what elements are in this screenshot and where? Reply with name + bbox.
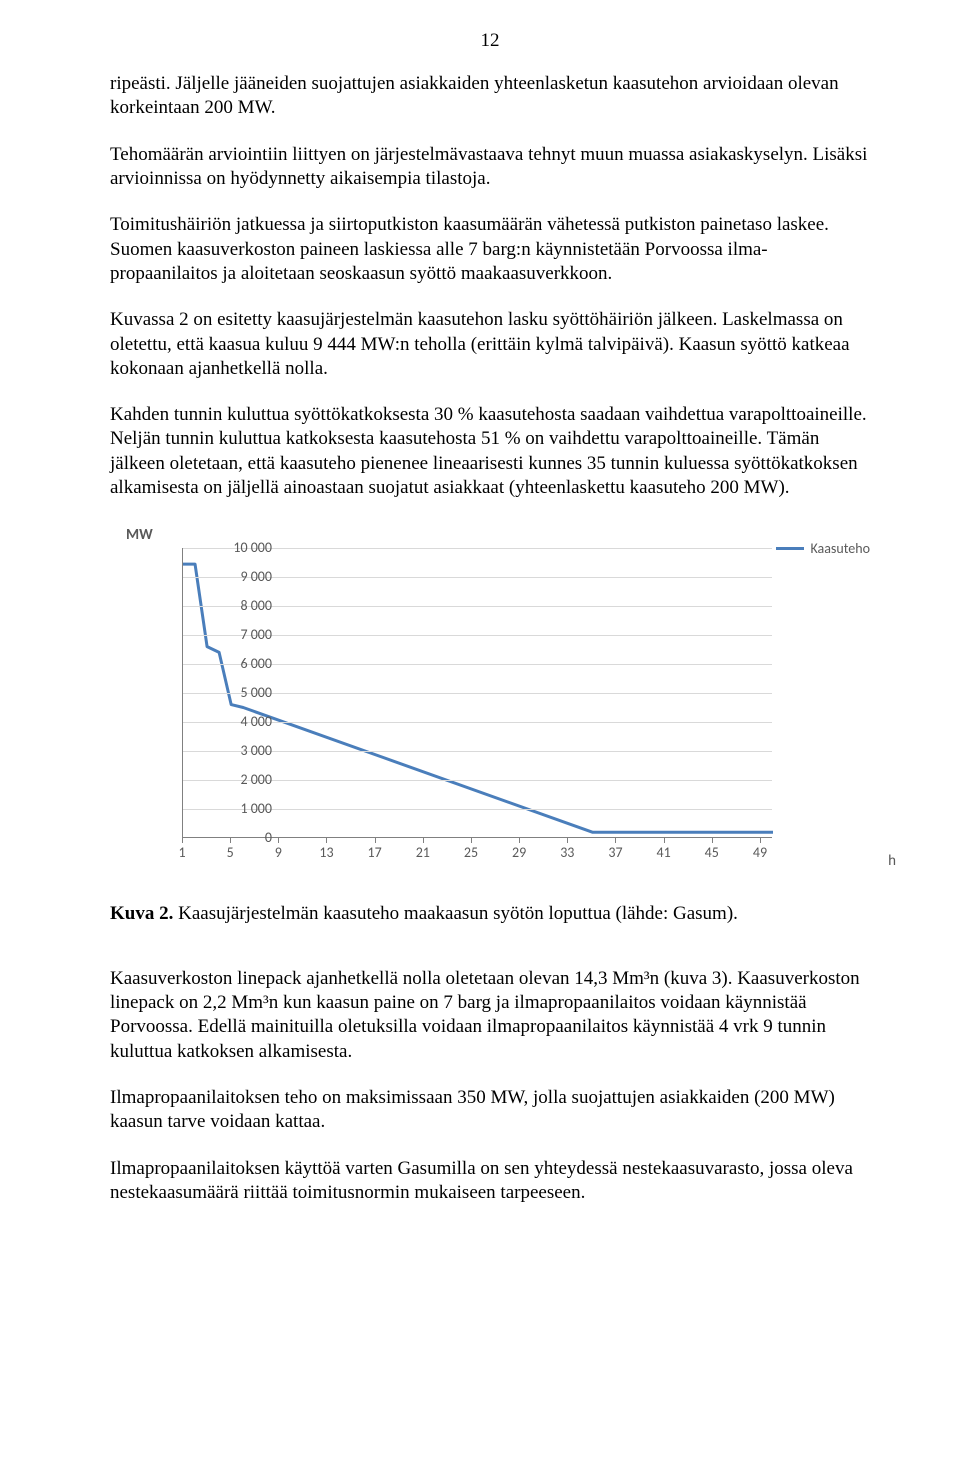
y-tick-label: 2 000 xyxy=(212,771,272,788)
chart-legend: Kaasuteho xyxy=(776,540,870,557)
paragraph-3: Toimitushäiriön jatkuessa ja siirtoputki… xyxy=(110,213,870,286)
paragraph-2: Tehomäärän arviointiin liittyen on järje… xyxy=(110,143,870,192)
legend-line-icon xyxy=(776,547,804,550)
x-tick-mark xyxy=(230,838,231,843)
x-tick-mark xyxy=(712,838,713,843)
x-tick-label: 41 xyxy=(649,844,679,861)
y-tick-label: 5 000 xyxy=(212,684,272,701)
y-axis-label: MW xyxy=(126,526,153,544)
x-tick-label: 45 xyxy=(697,844,727,861)
paragraph-8: Ilmapropaanilaitoksen käyttöä varten Gas… xyxy=(110,1157,870,1206)
paragraph-6: Kaasuverkoston linepack ajanhetkellä nol… xyxy=(110,967,870,1064)
x-tick-mark xyxy=(326,838,327,843)
paragraph-1: ripeästi. Jäljelle jääneiden suojattujen… xyxy=(110,72,870,121)
y-tick-label: 1 000 xyxy=(212,800,272,817)
x-axis-unit: h xyxy=(888,852,896,870)
x-tick-mark xyxy=(375,838,376,843)
figure-caption: Kuva 2. Kaasujärjestelmän kaasuteho maak… xyxy=(110,902,870,926)
x-tick-label: 21 xyxy=(408,844,438,861)
x-tick-label: 5 xyxy=(215,844,245,861)
y-tick-label: 8 000 xyxy=(212,597,272,614)
y-tick-label: 10 000 xyxy=(212,539,272,556)
x-tick-mark xyxy=(664,838,665,843)
x-tick-mark xyxy=(760,838,761,843)
x-tick-mark xyxy=(471,838,472,843)
y-tick-label: 7 000 xyxy=(212,626,272,643)
x-tick-label: 33 xyxy=(552,844,582,861)
x-tick-mark xyxy=(182,838,183,843)
paragraph-4: Kuvassa 2 on esitetty kaasujärjestelmän … xyxy=(110,308,870,381)
x-tick-label: 49 xyxy=(745,844,775,861)
x-tick-label: 37 xyxy=(600,844,630,861)
y-tick-label: 9 000 xyxy=(212,568,272,585)
document-page: 12 ripeästi. Jäljelle jääneiden suojattu… xyxy=(0,0,960,1267)
x-tick-mark xyxy=(567,838,568,843)
x-tick-mark xyxy=(278,838,279,843)
y-tick-label: 4 000 xyxy=(212,713,272,730)
y-tick-label: 6 000 xyxy=(212,655,272,672)
x-tick-label: 17 xyxy=(360,844,390,861)
x-tick-mark xyxy=(615,838,616,843)
page-number: 12 xyxy=(110,30,870,52)
y-tick-label: 3 000 xyxy=(212,742,272,759)
chart-container: MW Kaasuteho h 01 0002 0003 0004 0005 00… xyxy=(110,530,870,880)
x-tick-mark xyxy=(519,838,520,843)
caption-text: Kaasujärjestelmän kaasuteho maakaasun sy… xyxy=(173,903,738,924)
x-tick-label: 1 xyxy=(167,844,197,861)
x-tick-label: 9 xyxy=(263,844,293,861)
x-tick-label: 25 xyxy=(456,844,486,861)
x-tick-label: 29 xyxy=(504,844,534,861)
caption-label: Kuva 2. xyxy=(110,903,173,924)
legend-label: Kaasuteho xyxy=(810,540,870,557)
chart: MW Kaasuteho h 01 0002 0003 0004 0005 00… xyxy=(110,530,870,880)
x-tick-label: 13 xyxy=(311,844,341,861)
paragraph-7: Ilmapropaanilaitoksen teho on maksimissa… xyxy=(110,1086,870,1135)
x-tick-mark xyxy=(423,838,424,843)
paragraph-5: Kahden tunnin kuluttua syöttökatkoksesta… xyxy=(110,403,870,500)
